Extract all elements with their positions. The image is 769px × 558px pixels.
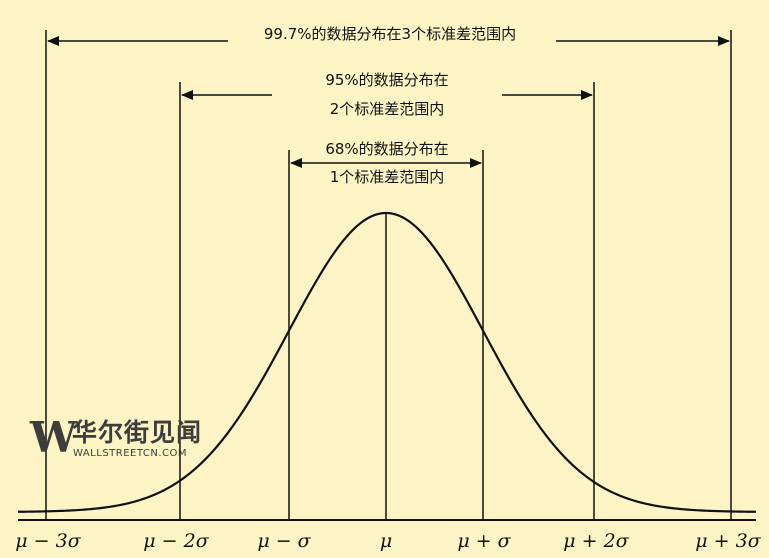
tick-label-mean: μ [380, 530, 392, 552]
tick-label-minus-sigma: μ − σ [257, 530, 311, 552]
axis-tick-labels: μ − 3σ μ − 2σ μ − σ μ μ + σ μ + 2σ μ + 3… [15, 530, 761, 552]
label-2sigma-line1: 95%的数据分布在 [325, 71, 448, 89]
watermark: W 华尔街见闻 WALLSTREETCN.COM [29, 413, 202, 462]
label-1sigma-line1: 68%的数据分布在 [325, 140, 448, 158]
sigma-lines [45, 30, 732, 520]
tick-label-plus-3sigma: μ + 3σ [695, 530, 761, 552]
tick-label-minus-3sigma: μ − 3σ [15, 530, 81, 552]
range-arrows [47, 36, 730, 168]
watermark-name-en: WALLSTREETCN.COM [73, 448, 187, 459]
watermark-name-cn: 华尔街见闻 [72, 418, 202, 447]
label-3sigma-range: 99.7%的数据分布在3个标准差范围内 [264, 25, 516, 43]
label-1sigma-line2: 1个标准差范围内 [330, 168, 445, 186]
label-2sigma-line2: 2个标准差范围内 [330, 100, 445, 118]
tick-label-plus-sigma: μ + σ [457, 530, 511, 552]
tick-label-plus-2sigma: μ + 2σ [563, 530, 629, 552]
tick-label-minus-2sigma: μ − 2σ [143, 530, 209, 552]
bell-curve [17, 211, 757, 513]
watermark-logo-icon: W [29, 413, 78, 462]
